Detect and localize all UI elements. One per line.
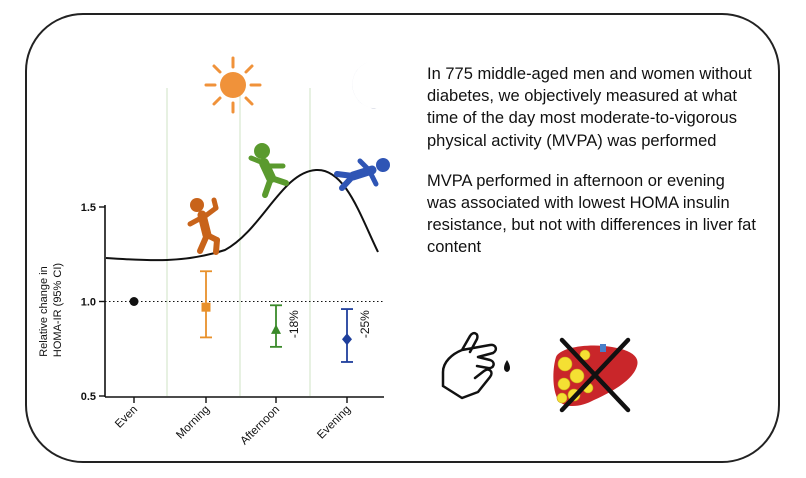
data-point-evening xyxy=(342,333,352,346)
x-tick-label-evening: Evening xyxy=(315,404,353,442)
x-tick-label-even: Even xyxy=(113,404,140,431)
y-label-line1: Relative change in xyxy=(38,266,50,357)
moon-icon xyxy=(352,61,382,109)
annotation-evening: -25% xyxy=(358,310,372,338)
description-paragraph-1: In 775 middle-aged men and women without… xyxy=(427,65,752,150)
y-axis-label: Relative change in HOMA-IR (95% CI) xyxy=(38,263,64,357)
y-ticks: 1.5 1.0 0.5 xyxy=(81,202,105,403)
card-frame xyxy=(25,13,780,463)
crossed-liver-icon xyxy=(553,337,638,413)
climbing-person-icon xyxy=(187,197,220,255)
walking-person-icon xyxy=(248,143,289,198)
y-tick-label: 1.5 xyxy=(81,202,96,214)
description: In 775 middle-aged men and women without… xyxy=(427,63,757,277)
x-ticks: Even Morning Afternoon Evening xyxy=(113,397,353,447)
data-point-morning xyxy=(201,302,211,312)
sun-icon xyxy=(204,56,262,114)
data-point-afternoon xyxy=(271,324,281,334)
chart-marks: -18% -25% xyxy=(105,270,384,363)
activity-curve xyxy=(105,168,379,262)
running-person-icon xyxy=(334,158,390,191)
data-point-even xyxy=(129,297,139,306)
description-paragraph-2: MVPA performed in afternoon or evening w… xyxy=(427,171,756,257)
cross-line xyxy=(559,337,631,413)
annotation-afternoon: -18% xyxy=(287,310,301,338)
y-label-line2: HOMA-IR (95% CI) xyxy=(52,263,64,357)
finger-prick-icon xyxy=(441,331,510,400)
y-tick-label: 0.5 xyxy=(81,391,96,403)
y-tick-label: 1.0 xyxy=(81,297,96,309)
x-tick-label-morning: Morning xyxy=(174,404,212,442)
x-tick-label-afternoon: Afternoon xyxy=(238,404,282,448)
